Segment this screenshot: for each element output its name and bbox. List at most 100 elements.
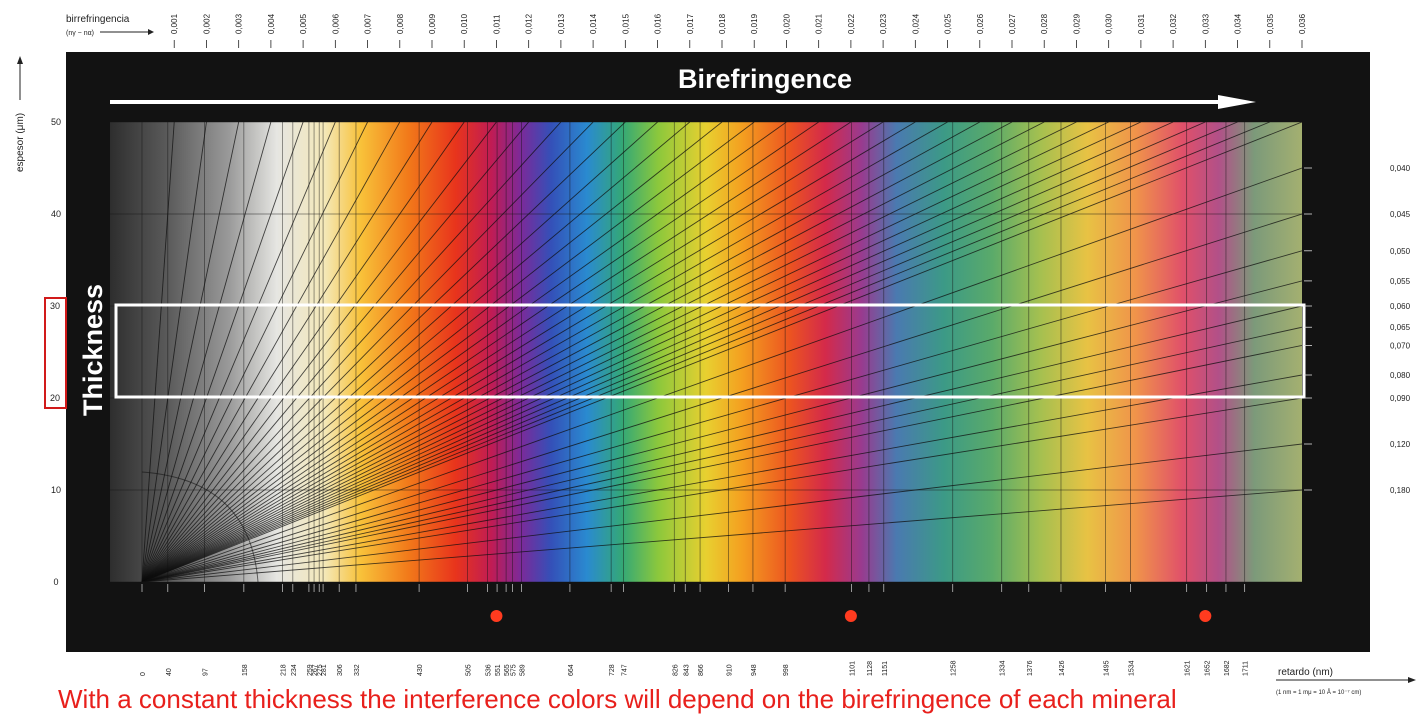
birefringence-line: [141, 122, 368, 582]
birefringence-line: [141, 122, 1174, 582]
birefringence-line: [141, 122, 530, 582]
birefringence-line: [141, 326, 1302, 582]
birefringence-line: [141, 167, 1302, 582]
top-tick-label: 0,029: [1072, 13, 1081, 34]
birefringence-line: [141, 122, 465, 582]
top-tick-label: 0,002: [202, 13, 211, 34]
retardation-tick-label: 97: [203, 668, 210, 676]
birefringence-line: [141, 122, 884, 582]
top-tick-label: 0,016: [654, 13, 663, 34]
top-tick-label: 0,036: [1298, 13, 1307, 34]
birefringence-line: [141, 280, 1302, 582]
retardation-tick-label: 1151: [882, 661, 889, 676]
top-tick-label: 0,013: [557, 13, 566, 34]
top-tick-label: 0,001: [170, 13, 179, 34]
top-tick-label: 0,026: [976, 13, 985, 34]
birefringence-line: [141, 122, 980, 582]
right-tick-label: 0,050: [1390, 247, 1411, 256]
top-tick-label: 0,033: [1201, 13, 1210, 34]
thickness-tick-label: 40: [51, 209, 61, 219]
retardation-tick-label: 551: [495, 664, 502, 676]
birefringence-line: [141, 122, 1302, 582]
retardation-tick-label: 1128: [867, 661, 874, 676]
retardation-tick-label: 664: [568, 664, 575, 676]
retardation-tick-label: 505: [465, 664, 472, 676]
retardation-tick-label: 1621: [1185, 660, 1192, 676]
constant-thickness-highlight: [114, 303, 1306, 399]
top-tick-label: 0,035: [1266, 13, 1275, 34]
birefringence-line: [141, 122, 304, 582]
birefringence-line: [141, 122, 1206, 582]
thickness-curve: [141, 471, 259, 582]
birefringence-lines: [141, 122, 1302, 582]
retardation-tick-label: 565: [504, 664, 511, 676]
birefringence-line: [141, 305, 1302, 582]
birefringence-line: [141, 489, 1302, 582]
thickness-ticks: 0 10 20 30 40 50: [50, 117, 61, 587]
retardation-tick-label: 1101: [850, 661, 857, 676]
top-tick-label: 0,014: [589, 13, 598, 34]
order-dot: [490, 610, 503, 622]
birefringence-top-ticks: 0,001 0,002 0,003 0,004 0,005 0,006 0,007 0,008…: [170, 13, 1307, 48]
birefringence-line: [141, 122, 1045, 582]
top-tick-label: 0,003: [235, 13, 244, 34]
retardation-tick-label: 589: [520, 664, 527, 676]
birefringence-axis-label: birrefringencia: [66, 14, 130, 25]
retardation-tick-label: 1652: [1205, 660, 1212, 676]
birefringence-line: [141, 122, 175, 582]
retardation-tick-label: 866: [698, 664, 705, 676]
thickness-tick-label: 50: [51, 117, 61, 127]
birefringence-line: [141, 122, 594, 582]
retardation-tick-label: 40: [166, 668, 173, 676]
birefringence-line: [141, 344, 1302, 582]
thickness-range-box: [44, 297, 67, 409]
retardation-tick-label: 1495: [1103, 660, 1110, 676]
birefringence-line: [141, 122, 723, 582]
thickness-tick-label: 10: [51, 485, 61, 495]
right-tick-label: 0,060: [1390, 302, 1411, 311]
caption-text: With a constant thickness the interferen…: [58, 684, 1177, 714]
birefringence-line: [141, 122, 1013, 582]
top-tick-label: 0,011: [492, 14, 501, 34]
birefringence-line: [141, 122, 755, 582]
retardation-tick-label: 1426: [1059, 660, 1066, 676]
birefringence-line: [141, 122, 948, 582]
retardation-tick-label: 259: [307, 664, 314, 676]
retardation-tick-label: 430: [417, 664, 424, 676]
birefringence-line: [141, 122, 819, 582]
birefringence-line: [141, 122, 562, 582]
birefringence-line: [141, 122, 916, 582]
birefringence-line: [141, 122, 691, 582]
top-tick-label: 0,022: [847, 13, 856, 34]
retardation-tick-label: 1534: [1129, 660, 1136, 676]
birefringence-line: [141, 122, 1142, 582]
retardation-tick-label: 747: [621, 664, 628, 676]
top-tick-label: 0,027: [1008, 13, 1017, 34]
birefringence-line: [141, 122, 240, 582]
birefringence-line: [141, 122, 336, 582]
order-markers: [490, 610, 1212, 622]
top-tick-label: 0,031: [1137, 13, 1146, 34]
birefringence-right-ticks: 0,040 0,045 0,050 0,055 0,060 0,065 0,070 0,080…: [1304, 164, 1411, 495]
retardation-tick-label: 267: [312, 664, 319, 676]
top-tick-label: 0,032: [1169, 13, 1178, 34]
retardation-tick-label: 1682: [1224, 660, 1231, 676]
birefringence-line: [141, 122, 433, 582]
birefringence-line: [141, 122, 1077, 582]
birefringence-formula: (nγ − nα): [66, 30, 94, 37]
retardation-tick-label: 728: [609, 664, 616, 676]
birefringence-line: [141, 122, 658, 582]
top-tick-label: 0,008: [396, 13, 405, 34]
top-tick-label: 0,030: [1105, 13, 1114, 34]
retardation-axis-arrowhead: [1408, 677, 1416, 683]
top-tick-label: 0,007: [364, 13, 373, 34]
top-tick-label: 0,015: [621, 13, 630, 34]
thickness-banner: Thickness: [78, 284, 108, 416]
retardation-tick-label: 948: [751, 664, 758, 676]
right-tick-label: 0,120: [1390, 440, 1411, 449]
top-tick-label: 0,012: [525, 13, 534, 34]
retardation-tick-label: 536: [485, 664, 492, 676]
top-tick-label: 0,005: [299, 13, 308, 34]
right-tick-label: 0,045: [1390, 210, 1411, 219]
